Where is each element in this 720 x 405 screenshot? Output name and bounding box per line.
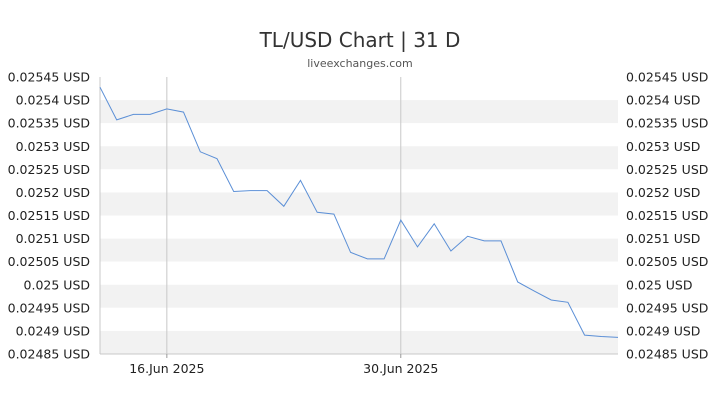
y-tick-label-right: 0.0253 USD — [626, 139, 700, 154]
grid-band — [100, 238, 618, 262]
y-tick-label-left: 0.02545 USD — [8, 70, 90, 85]
y-tick-label-right: 0.02495 USD — [626, 300, 708, 315]
y-tick-label-left: 0.02485 USD — [8, 347, 90, 362]
y-tick-label-right: 0.02545 USD — [626, 70, 708, 85]
x-tick-label: 16.Jun 2025 — [129, 361, 204, 376]
y-axis-right-ticks: 0.02545 USD 0.0254 USD 0.02535 USD 0.0253 U… — [626, 70, 708, 362]
y-tick-label-left: 0.0253 USD — [16, 139, 90, 154]
grid-band — [100, 146, 618, 170]
y-tick-label-left: 0.02525 USD — [8, 162, 90, 177]
grid-band — [100, 77, 618, 101]
y-tick-label-right: 0.0251 USD — [626, 231, 700, 246]
chart-subtitle: liveexchanges.com — [307, 57, 412, 70]
grid-band — [100, 261, 618, 285]
grid-bands — [100, 77, 618, 354]
y-tick-label-right: 0.02485 USD — [626, 347, 708, 362]
axes — [99, 77, 618, 355]
y-tick-label-right: 0.02525 USD — [626, 162, 708, 177]
y-tick-label-left: 0.0252 USD — [16, 185, 90, 200]
x-axis-ticks: 16.Jun 2025 30.Jun 2025 — [129, 354, 438, 376]
grid-band — [100, 192, 618, 216]
grid-band — [100, 215, 618, 239]
grid-band — [100, 100, 618, 124]
grid-band — [100, 123, 618, 147]
y-tick-label-left: 0.025 USD — [24, 277, 90, 292]
y-tick-label-left: 0.02535 USD — [8, 116, 90, 131]
y-tick-label-left: 0.0251 USD — [16, 231, 90, 246]
grid-band — [100, 307, 618, 331]
chart-title: TL/USD Chart | 31 D — [259, 28, 461, 52]
y-tick-label-right: 0.02515 USD — [626, 208, 708, 223]
y-axis-left-ticks: 0.02545 USD 0.0254 USD 0.02535 USD 0.0253 U… — [8, 70, 90, 362]
y-tick-label-left: 0.0249 USD — [16, 323, 90, 338]
y-tick-label-left: 0.02505 USD — [8, 254, 90, 269]
grid-band — [100, 284, 618, 308]
y-tick-label-right: 0.02505 USD — [626, 254, 708, 269]
x-tick-label: 30.Jun 2025 — [363, 361, 438, 376]
y-tick-label-right: 0.0254 USD — [626, 93, 700, 108]
y-tick-label-left: 0.0254 USD — [16, 93, 90, 108]
y-tick-label-right: 0.0249 USD — [626, 323, 700, 338]
grid-band — [100, 330, 618, 354]
y-tick-label-right: 0.0252 USD — [626, 185, 700, 200]
series-line — [99, 86, 619, 338]
y-tick-label-right: 0.025 USD — [626, 277, 692, 292]
y-tick-label-left: 0.02495 USD — [8, 300, 90, 315]
vertical-gridlines — [166, 77, 402, 354]
y-tick-label-left: 0.02515 USD — [8, 208, 90, 223]
grid-band — [100, 169, 618, 193]
y-tick-label-right: 0.02535 USD — [626, 116, 708, 131]
